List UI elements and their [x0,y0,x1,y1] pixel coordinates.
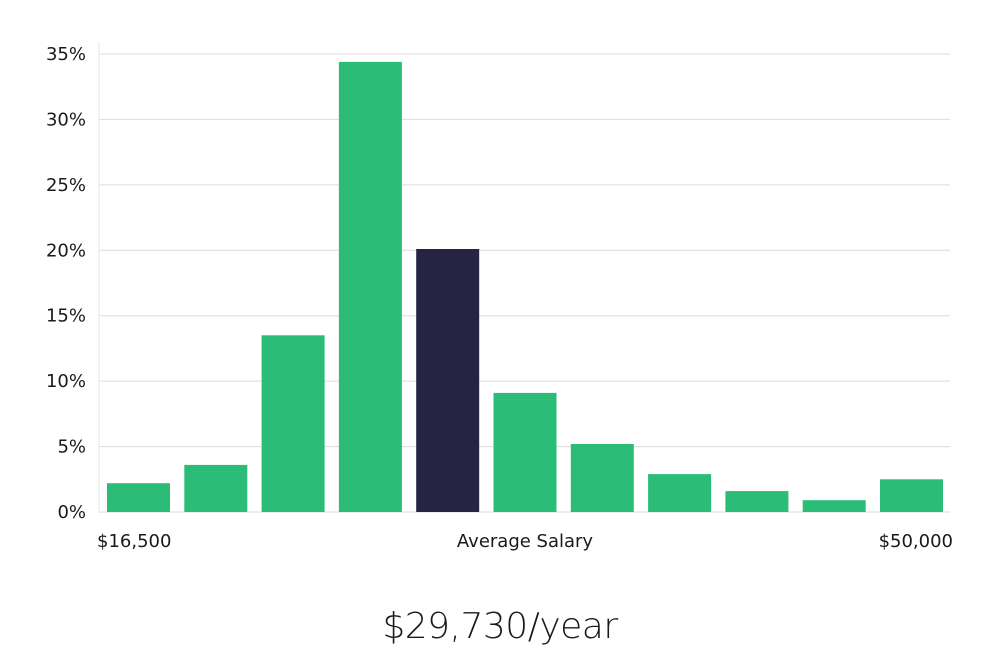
x-label-left: $16,500 [97,531,171,552]
bar [570,444,634,512]
x-label-right: $50,000 [879,531,953,552]
bar-average-salary [416,249,480,512]
bar [802,500,866,512]
bar [493,392,557,512]
y-tick-label: 25% [46,175,86,196]
bar [880,479,943,512]
bar [648,474,712,512]
bar [261,335,325,512]
average-salary-summary: $29,730/year [382,606,618,647]
y-axis-ticks: 0% 5% 10% 15% 20% 25% 30% 35% [46,44,86,523]
y-tick-label: 30% [46,109,86,130]
y-tick-label: 35% [46,44,86,65]
y-tick-label: 15% [46,306,86,327]
salary-histogram: 0% 5% 10% 15% 20% 25% 30% 35% $16,500 Average S… [46,42,953,552]
bar [184,464,248,512]
gridlines [99,53,950,513]
y-tick-label: 0% [57,502,86,523]
y-tick-label: 5% [57,437,86,458]
bars [107,61,943,513]
bar [107,483,170,512]
bar [338,61,402,513]
y-tick-label: 20% [46,240,86,261]
x-label-center: Average Salary [457,531,594,552]
y-tick-label: 10% [46,371,86,392]
bar [725,491,789,512]
